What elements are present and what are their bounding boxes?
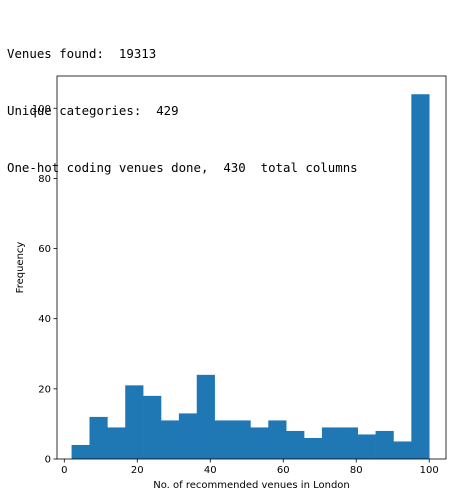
plot-frame (56, 75, 447, 460)
x-tick-label: 20 (131, 465, 144, 476)
histogram-bar (178, 413, 198, 459)
console-output: Venues found: 19313 Unique categories: 4… (7, 6, 358, 196)
histogram-bars (71, 94, 430, 459)
histogram-bar (161, 420, 180, 459)
histogram-bar (268, 420, 287, 459)
histogram-bar (321, 427, 341, 459)
x-tick-label: 80 (350, 465, 363, 476)
y-tick-label: 60 (38, 244, 51, 255)
x-axis-ticks: 0 20 40 60 80 100 (61, 459, 439, 476)
histogram-bar (71, 444, 90, 459)
histogram-bar (107, 427, 126, 459)
histogram-bar (286, 430, 305, 459)
histogram-bar (125, 385, 144, 459)
y-tick-label: 100 (32, 104, 51, 115)
y-axis-label: Frequency (15, 242, 26, 294)
y-tick-label: 40 (38, 314, 51, 325)
histogram-bar (232, 420, 251, 459)
histogram-bar (214, 420, 233, 459)
console-line-one-hot: One-hot coding venues done, 430 total co… (7, 160, 358, 175)
histogram-bar (143, 395, 162, 459)
x-tick-label: 0 (61, 465, 67, 476)
y-axis-ticks: 0 20 40 60 80 100 (32, 104, 57, 466)
x-tick-label: 100 (420, 465, 439, 476)
x-axis-label: No. of recommended venues in London (153, 480, 350, 491)
console-line-unique-categories: Unique categories: 429 (7, 103, 179, 118)
histogram-bar (375, 430, 394, 459)
histogram-bar (411, 94, 430, 459)
console-line-venues-found: Venues found: 19313 (7, 46, 157, 61)
histogram-bar (250, 427, 269, 459)
histogram-bar (89, 416, 108, 459)
histogram-bar (196, 374, 215, 459)
histogram-bar (304, 437, 323, 459)
y-tick-label: 0 (45, 455, 51, 466)
histogram-bar (339, 427, 358, 459)
x-tick-label: 60 (277, 465, 290, 476)
y-tick-label: 20 (38, 384, 51, 395)
histogram-bar (357, 434, 376, 459)
x-tick-label: 40 (204, 465, 217, 476)
y-tick-label: 80 (38, 174, 51, 185)
histogram-bar (393, 441, 412, 459)
